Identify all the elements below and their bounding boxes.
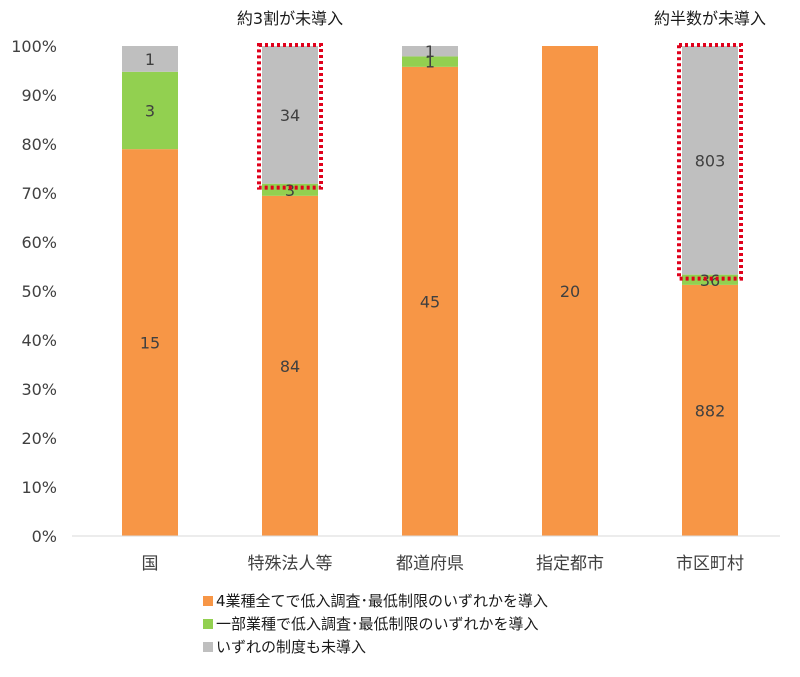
- y-tick-label: 70%: [21, 184, 57, 203]
- data-label: 20: [560, 282, 580, 301]
- bar-segment: [402, 66, 458, 536]
- x-tick-label: 都道府県: [396, 554, 464, 574]
- bars-group: [122, 46, 738, 536]
- data-label: 15: [140, 334, 160, 353]
- bar-segment: [402, 56, 458, 67]
- highlight-box: [257, 43, 323, 190]
- bar-segment: [122, 149, 178, 536]
- legend-swatch: [203, 642, 213, 652]
- data-label: 3: [285, 181, 295, 200]
- legend-label: 一部業種で低入調査･最低制限のいずれかを導入: [216, 615, 539, 633]
- data-label: 3: [145, 101, 155, 120]
- y-tick-label: 80%: [21, 135, 57, 154]
- y-tick-label: 0%: [32, 527, 57, 546]
- y-tick-label: 60%: [21, 233, 57, 252]
- legend-swatch: [203, 596, 213, 606]
- legend: 4業種全てで低入調査･最低制限のいずれかを導入一部業種で低入調査･最低制限のいず…: [203, 592, 548, 656]
- x-axis: 国 特殊法人等 都道府県 指定都市 市区町村: [72, 535, 780, 574]
- annotations-group: 約3割が未導入 約半数が未導入: [237, 9, 766, 28]
- legend-label: 4業種全てで低入調査･最低制限のいずれかを導入: [216, 592, 548, 610]
- data-label: 1: [145, 50, 155, 69]
- bar-segment: [682, 284, 738, 536]
- bar-segment: [262, 183, 318, 196]
- y-tick-label: 20%: [21, 429, 57, 448]
- x-tick-label: 市区町村: [676, 554, 744, 574]
- bar-segment: [682, 46, 738, 275]
- y-tick-label: 30%: [21, 380, 57, 399]
- highlight-box: [677, 43, 743, 281]
- y-tick-label: 10%: [21, 478, 57, 497]
- bar-segment: [122, 46, 178, 72]
- y-tick-label: 90%: [21, 86, 57, 105]
- bar-segment: [262, 46, 318, 184]
- legend-swatch: [203, 619, 213, 629]
- data-label: 803: [695, 151, 726, 170]
- x-tick-label: 特殊法人等: [248, 554, 333, 574]
- y-tick-label: 50%: [21, 282, 57, 301]
- x-tick-label: 指定都市: [536, 554, 604, 574]
- y-axis: 0% 10% 20% 30% 40% 50% 60% 70% 80% 90% 100%: [11, 37, 57, 546]
- bar-segment: [122, 71, 178, 150]
- bar-segment: [402, 46, 458, 57]
- annotation-label: 約3割が未導入: [237, 9, 343, 28]
- y-tick-label: 100%: [11, 37, 57, 56]
- bar-segment: [262, 195, 318, 536]
- data-label: 1: [425, 42, 435, 61]
- y-tick-label: 40%: [21, 331, 57, 350]
- legend-label: いずれの制度も未導入: [216, 638, 366, 656]
- x-tick-label: 国: [142, 554, 159, 574]
- data-label: 84: [280, 357, 300, 376]
- data-label: 882: [695, 401, 726, 420]
- data-label: 1: [425, 53, 435, 72]
- data-label: 45: [420, 292, 440, 311]
- data-label: 34: [280, 106, 300, 125]
- bar-segment: [542, 46, 598, 536]
- highlight-boxes-group: [257, 43, 743, 281]
- annotation-label: 約半数が未導入: [654, 9, 766, 28]
